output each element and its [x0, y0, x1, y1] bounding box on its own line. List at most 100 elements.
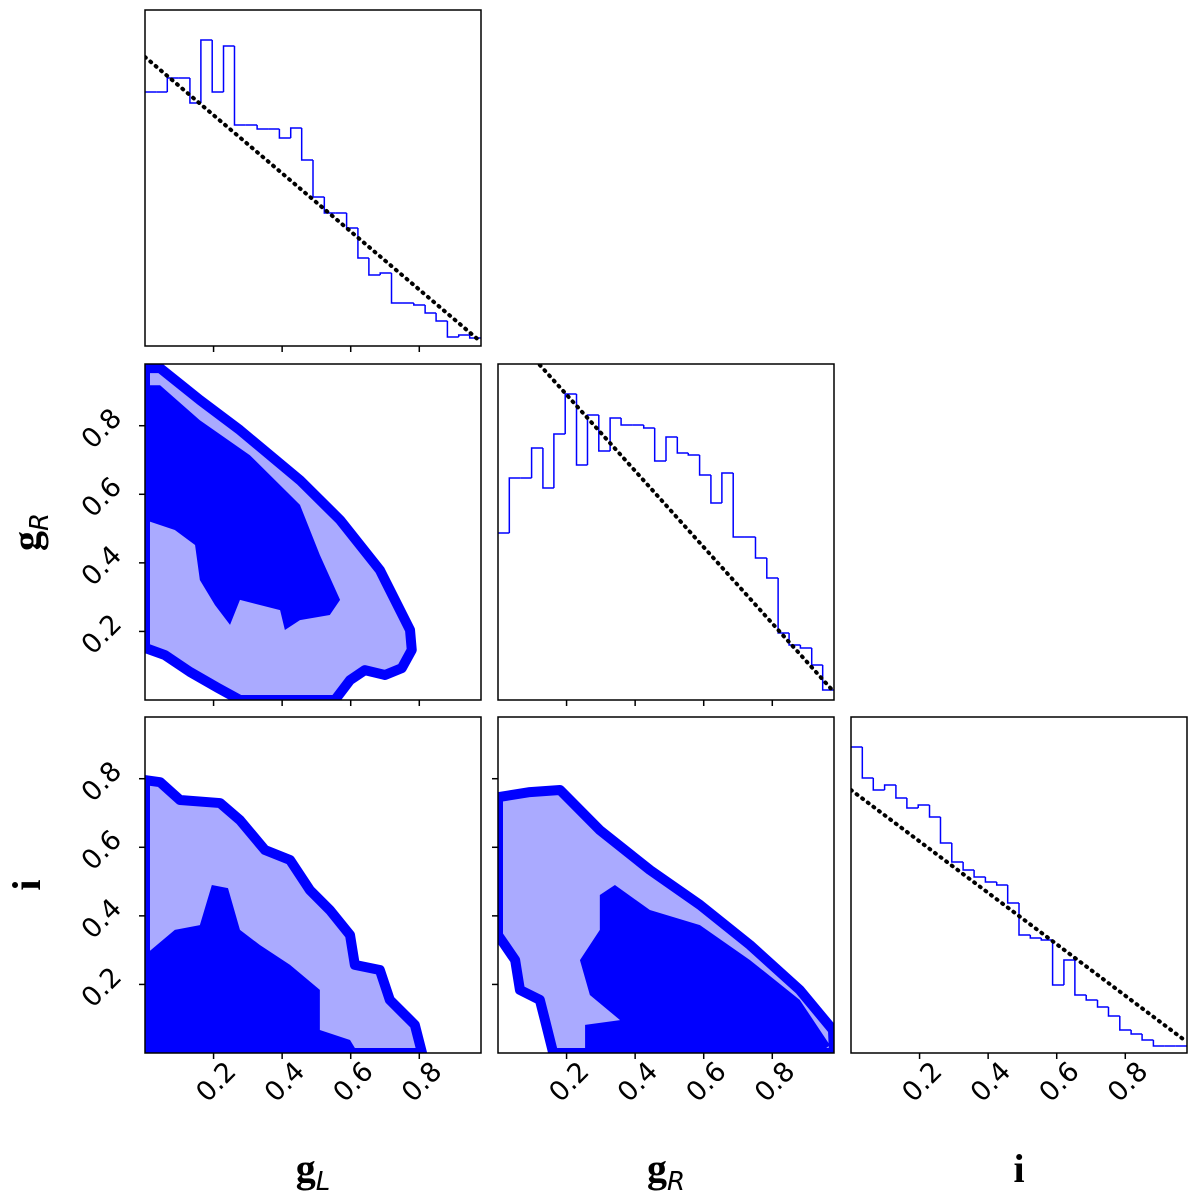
histogram-step — [732, 473, 745, 538]
histogram-step — [788, 633, 801, 646]
panel-frame — [497, 363, 835, 701]
histogram-step — [821, 665, 834, 691]
histogram-step — [553, 433, 566, 488]
histogram-step — [200, 39, 213, 103]
label-symbol: g — [4, 531, 49, 551]
histogram-step — [698, 455, 711, 476]
histogram-step — [928, 805, 941, 818]
label-symbol: i — [1013, 1146, 1024, 1191]
prior-line — [537, 364, 834, 694]
histogram-step — [542, 448, 554, 489]
y-tick-label: 0.2 — [76, 608, 128, 660]
histogram-step — [676, 437, 689, 454]
x-tick-label: 0.2 — [543, 1056, 595, 1108]
x-tick-label: 0.2 — [190, 1056, 242, 1108]
y-tick-label: 0.4 — [76, 893, 128, 945]
y-axis-label: i — [4, 879, 49, 890]
panel — [498, 364, 834, 694]
histogram-step — [1063, 959, 1075, 985]
histogram-step — [687, 453, 700, 456]
histogram-step — [951, 843, 964, 863]
y-tick-label: 0.6 — [76, 471, 128, 523]
label-subscript: L — [316, 1167, 331, 1197]
y-tick-label: 0.6 — [76, 824, 128, 876]
histogram-step — [872, 778, 885, 791]
histogram-step — [1096, 1000, 1109, 1008]
histogram-step — [446, 321, 459, 338]
y-axis-label: gR — [4, 513, 55, 551]
histogram-step — [1085, 995, 1098, 1001]
histogram-step — [609, 417, 622, 451]
histogram-step — [939, 817, 952, 844]
label-symbol: i — [4, 879, 49, 890]
prior-line — [145, 55, 481, 344]
histogram-step — [1119, 1016, 1132, 1031]
histogram-step — [665, 436, 678, 461]
x-tick-label: 0.4 — [612, 1056, 664, 1108]
x-tick-label: 0.8 — [749, 1056, 801, 1108]
x-tick-label: 0.8 — [396, 1056, 448, 1108]
panel-frame — [144, 716, 482, 1054]
histogram-step — [620, 418, 633, 426]
histogram-step — [222, 45, 235, 92]
histogram-step — [598, 415, 611, 452]
histogram-step — [256, 125, 269, 130]
label-symbol: g — [647, 1146, 667, 1191]
histogram-step — [1130, 1030, 1143, 1035]
y-tick-label: 0.8 — [76, 756, 128, 808]
histogram-step — [530, 447, 543, 478]
panel — [145, 39, 481, 344]
histogram-step — [984, 877, 997, 883]
histogram-step — [1152, 1040, 1165, 1047]
histogram-step — [642, 425, 655, 429]
label-subscript: R — [25, 513, 55, 531]
histogram-step — [861, 747, 874, 779]
histogram-step — [312, 160, 325, 198]
histogram-step — [1006, 885, 1019, 904]
histogram-step — [799, 645, 812, 649]
histogram-step — [1074, 960, 1087, 996]
x-tick-label: 0.4 — [259, 1056, 311, 1108]
histogram-step — [166, 77, 179, 92]
panel-frame — [144, 363, 482, 701]
y-tick-label: 0.2 — [76, 961, 128, 1013]
label-subscript: R — [667, 1167, 685, 1197]
histogram-step — [917, 804, 930, 808]
contour — [579, 885, 830, 1053]
x-axis-label: i — [1013, 1146, 1024, 1191]
histogram-step — [1141, 1034, 1154, 1041]
histogram-step — [211, 40, 224, 93]
x-tick-label: 0.6 — [327, 1056, 379, 1108]
histogram-step — [300, 128, 313, 161]
histogram-step — [1107, 1007, 1120, 1017]
histogram-step — [906, 798, 919, 809]
histogram-step — [586, 414, 599, 465]
panel-frame — [497, 716, 835, 1054]
histogram-step — [278, 129, 291, 139]
histogram-step — [233, 46, 246, 126]
x-axis-label: gR — [647, 1146, 685, 1197]
histogram-step — [508, 477, 521, 533]
y-tick-label: 0.8 — [76, 403, 128, 455]
x-tick-label: 0.6 — [680, 1056, 732, 1108]
label-symbol: g — [296, 1146, 316, 1191]
histogram-step — [1051, 940, 1064, 986]
histogram-step — [995, 882, 1008, 886]
contour — [145, 385, 341, 631]
histogram-step — [368, 258, 381, 276]
panel — [145, 775, 428, 1053]
histogram-step — [1029, 935, 1042, 939]
prior-line — [851, 788, 1187, 1044]
histogram-step — [754, 537, 767, 559]
panel-frame — [144, 9, 482, 347]
x-tick-label: 0.2 — [896, 1056, 948, 1108]
x-tick-label: 0.6 — [1033, 1056, 1085, 1108]
panel — [851, 746, 1187, 1047]
histogram-step — [973, 870, 986, 878]
histogram-step — [1018, 903, 1031, 936]
histogram-step — [653, 428, 666, 462]
histogram-step — [810, 648, 823, 666]
y-tick-label: 0.4 — [76, 540, 128, 592]
